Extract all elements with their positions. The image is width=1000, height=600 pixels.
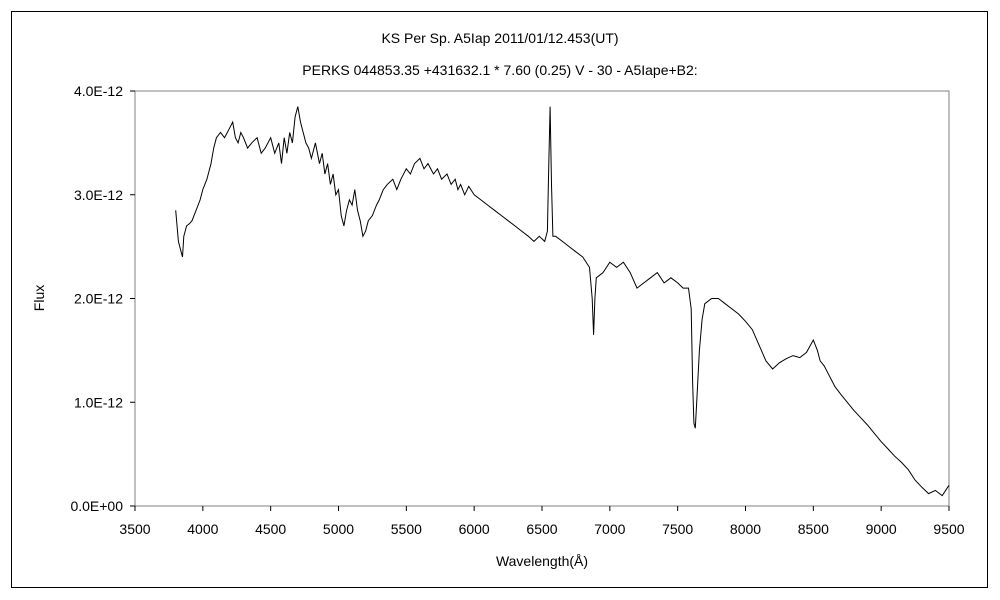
- spectrum-line: [175, 106, 950, 497]
- x-tick-label: 7500: [662, 521, 693, 537]
- y-axis-label: Flux: [31, 285, 47, 311]
- chart-subtitle: PERKS 044853.35 +431632.1 * 7.60 (0.25) …: [302, 62, 697, 78]
- x-tick-label: 5000: [323, 521, 354, 537]
- x-tick-label: 8000: [730, 521, 761, 537]
- x-tick-label: 4000: [187, 521, 218, 537]
- x-tick-label: 5500: [391, 521, 422, 537]
- x-tick-label: 6500: [526, 521, 557, 537]
- x-tick-label: 8500: [798, 521, 829, 537]
- x-tick-label: 4500: [255, 521, 286, 537]
- chart-frame: [11, 11, 988, 588]
- chart-title: KS Per Sp. A5Iap 2011/01/12.453(UT): [381, 30, 618, 46]
- x-tick-label: 7000: [594, 521, 625, 537]
- x-axis-label: Wavelength(Å): [496, 553, 588, 569]
- y-tick-label: 2.0E-12: [74, 291, 123, 307]
- y-tick-label: 3.0E-12: [74, 187, 123, 203]
- y-tick-label: 0.0E+00: [70, 498, 123, 514]
- plot-area: [134, 90, 950, 507]
- y-axis: 0.0E+00 1.0E-12 2.0E-12 3.0E-12 4.0E-12: [70, 83, 135, 514]
- y-tick-label: 4.0E-12: [74, 83, 123, 99]
- x-tick-label: 9500: [933, 521, 964, 537]
- y-tick-label: 1.0E-12: [74, 394, 123, 410]
- x-tick-label: 9000: [866, 521, 897, 537]
- x-tick-label: 3500: [119, 521, 150, 537]
- x-axis: 3500 4000 4500 5000 5500 6000 6500 7000 7500 8000…: [119, 506, 965, 537]
- x-tick-label: 6000: [459, 521, 490, 537]
